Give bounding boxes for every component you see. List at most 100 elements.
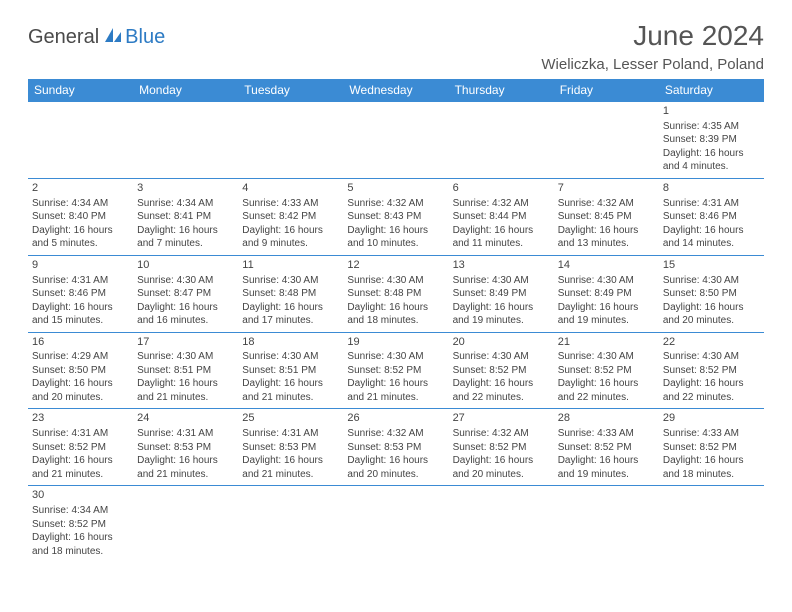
sunset-line: Sunset: 8:53 PM [242,441,339,455]
day-number: 10 [137,258,234,273]
day-number: 1 [663,104,760,119]
day-number: 29 [663,411,760,426]
calendar-cell: 4Sunrise: 4:33 AMSunset: 8:42 PMDaylight… [238,178,343,255]
calendar-row: 16Sunrise: 4:29 AMSunset: 8:50 PMDayligh… [28,332,764,409]
calendar-cell: 13Sunrise: 4:30 AMSunset: 8:49 PMDayligh… [449,255,554,332]
sunset-line: Sunset: 8:48 PM [347,287,444,301]
sunrise-line: Sunrise: 4:31 AM [32,274,129,288]
calendar-cell: 3Sunrise: 4:34 AMSunset: 8:41 PMDaylight… [133,178,238,255]
sunrise-line: Sunrise: 4:32 AM [453,427,550,441]
calendar-row: 30Sunrise: 4:34 AMSunset: 8:52 PMDayligh… [28,486,764,562]
sunset-line: Sunset: 8:43 PM [347,210,444,224]
daylight-line: Daylight: 16 hours and 16 minutes. [137,301,234,328]
daylight-line: Daylight: 16 hours and 4 minutes. [663,147,760,174]
location: Wieliczka, Lesser Poland, Poland [541,56,764,73]
sunset-line: Sunset: 8:46 PM [32,287,129,301]
sunrise-line: Sunrise: 4:32 AM [347,197,444,211]
day-number: 21 [558,335,655,350]
sunrise-line: Sunrise: 4:31 AM [137,427,234,441]
logo-sail-icon [103,26,123,49]
sunrise-line: Sunrise: 4:32 AM [558,197,655,211]
sunset-line: Sunset: 8:52 PM [453,364,550,378]
day-number: 15 [663,258,760,273]
sunrise-line: Sunrise: 4:35 AM [663,120,760,134]
day-number: 17 [137,335,234,350]
daylight-line: Daylight: 16 hours and 9 minutes. [242,224,339,251]
sunrise-line: Sunrise: 4:31 AM [663,197,760,211]
calendar-row: 2Sunrise: 4:34 AMSunset: 8:40 PMDaylight… [28,178,764,255]
sunrise-line: Sunrise: 4:30 AM [137,274,234,288]
daylight-line: Daylight: 16 hours and 22 minutes. [663,377,760,404]
sunrise-line: Sunrise: 4:30 AM [453,350,550,364]
day-number: 28 [558,411,655,426]
sunset-line: Sunset: 8:52 PM [453,441,550,455]
daylight-line: Daylight: 16 hours and 18 minutes. [347,301,444,328]
weekday-header: Friday [554,79,659,102]
calendar-cell: 6Sunrise: 4:32 AMSunset: 8:44 PMDaylight… [449,178,554,255]
daylight-line: Daylight: 16 hours and 5 minutes. [32,224,129,251]
day-number: 24 [137,411,234,426]
calendar-cell: 15Sunrise: 4:30 AMSunset: 8:50 PMDayligh… [659,255,764,332]
calendar-cell: 27Sunrise: 4:32 AMSunset: 8:52 PMDayligh… [449,409,554,486]
calendar-cell [449,486,554,562]
sunset-line: Sunset: 8:53 PM [347,441,444,455]
sunset-line: Sunset: 8:44 PM [453,210,550,224]
sunset-line: Sunset: 8:52 PM [663,364,760,378]
day-number: 18 [242,335,339,350]
daylight-line: Daylight: 16 hours and 20 minutes. [663,301,760,328]
daylight-line: Daylight: 16 hours and 13 minutes. [558,224,655,251]
header: General Blue June 2024 Wieliczka, Lesser… [28,20,764,73]
daylight-line: Daylight: 16 hours and 22 minutes. [558,377,655,404]
daylight-line: Daylight: 16 hours and 7 minutes. [137,224,234,251]
day-number: 30 [32,488,129,503]
daylight-line: Daylight: 16 hours and 19 minutes. [453,301,550,328]
sunset-line: Sunset: 8:42 PM [242,210,339,224]
daylight-line: Daylight: 16 hours and 18 minutes. [663,454,760,481]
calendar-cell: 19Sunrise: 4:30 AMSunset: 8:52 PMDayligh… [343,332,448,409]
sunset-line: Sunset: 8:41 PM [137,210,234,224]
calendar-cell [238,486,343,562]
sunrise-line: Sunrise: 4:31 AM [242,427,339,441]
calendar-cell: 9Sunrise: 4:31 AMSunset: 8:46 PMDaylight… [28,255,133,332]
day-number: 2 [32,181,129,196]
title-block: June 2024 Wieliczka, Lesser Poland, Pola… [541,20,764,73]
calendar-cell: 30Sunrise: 4:34 AMSunset: 8:52 PMDayligh… [28,486,133,562]
day-number: 19 [347,335,444,350]
daylight-line: Daylight: 16 hours and 15 minutes. [32,301,129,328]
calendar-cell: 29Sunrise: 4:33 AMSunset: 8:52 PMDayligh… [659,409,764,486]
day-number: 8 [663,181,760,196]
sunrise-line: Sunrise: 4:30 AM [137,350,234,364]
sunrise-line: Sunrise: 4:33 AM [242,197,339,211]
weekday-header: Monday [133,79,238,102]
day-number: 25 [242,411,339,426]
daylight-line: Daylight: 16 hours and 21 minutes. [137,454,234,481]
sunrise-line: Sunrise: 4:30 AM [242,350,339,364]
day-number: 12 [347,258,444,273]
daylight-line: Daylight: 16 hours and 10 minutes. [347,224,444,251]
sunset-line: Sunset: 8:52 PM [32,441,129,455]
sunrise-line: Sunrise: 4:30 AM [663,274,760,288]
calendar-cell: 10Sunrise: 4:30 AMSunset: 8:47 PMDayligh… [133,255,238,332]
weekday-header: Wednesday [343,79,448,102]
day-number: 20 [453,335,550,350]
sunset-line: Sunset: 8:50 PM [32,364,129,378]
sunrise-line: Sunrise: 4:31 AM [32,427,129,441]
calendar-cell: 24Sunrise: 4:31 AMSunset: 8:53 PMDayligh… [133,409,238,486]
calendar-row: 23Sunrise: 4:31 AMSunset: 8:52 PMDayligh… [28,409,764,486]
sunrise-line: Sunrise: 4:30 AM [347,350,444,364]
sunrise-line: Sunrise: 4:32 AM [453,197,550,211]
sunrise-line: Sunrise: 4:30 AM [347,274,444,288]
sunrise-line: Sunrise: 4:33 AM [558,427,655,441]
weekday-header-row: Sunday Monday Tuesday Wednesday Thursday… [28,79,764,102]
sunset-line: Sunset: 8:52 PM [347,364,444,378]
daylight-line: Daylight: 16 hours and 17 minutes. [242,301,339,328]
sunrise-line: Sunrise: 4:34 AM [32,197,129,211]
sunset-line: Sunset: 8:51 PM [137,364,234,378]
sunrise-line: Sunrise: 4:30 AM [558,274,655,288]
calendar-table: Sunday Monday Tuesday Wednesday Thursday… [28,79,764,562]
day-number: 13 [453,258,550,273]
calendar-cell [238,102,343,179]
daylight-line: Daylight: 16 hours and 19 minutes. [558,454,655,481]
sunrise-line: Sunrise: 4:33 AM [663,427,760,441]
calendar-cell [449,102,554,179]
